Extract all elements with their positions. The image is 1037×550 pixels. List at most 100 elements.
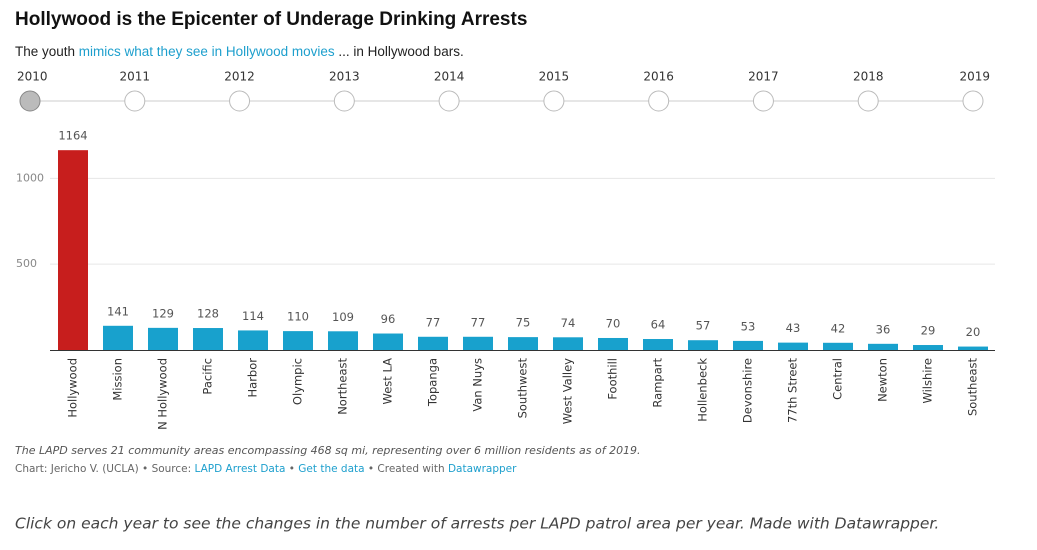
x-tick-label: Wilshire [921, 358, 935, 404]
bar [148, 327, 178, 350]
year-option[interactable] [648, 90, 670, 112]
y-tick-label: 1000 [16, 171, 44, 184]
value-label: 114 [242, 309, 264, 323]
link[interactable]: Datawrapper [448, 463, 517, 475]
x-tick-label: Southeast [966, 358, 980, 417]
value-label: 53 [741, 319, 756, 333]
value-label: 110 [287, 310, 309, 324]
value-label: 20 [966, 325, 981, 339]
x-tick-label: Van Nuys [471, 358, 485, 412]
bar [283, 331, 313, 350]
year-label[interactable]: 2011 [120, 70, 151, 84]
year-label[interactable]: 2012 [224, 70, 255, 84]
year-option[interactable] [124, 90, 146, 112]
text-segment: Chart: Jericho V. (UCLA) • Source: [15, 463, 195, 475]
x-tick-label: Hollywood [66, 358, 80, 418]
text-segment: • [285, 463, 298, 475]
bar [823, 342, 853, 350]
bar [193, 328, 223, 350]
year-option[interactable] [333, 90, 355, 112]
bar [868, 343, 898, 350]
value-label: 96 [381, 312, 396, 326]
year-label[interactable]: 2017 [748, 70, 779, 84]
x-tick-label: Harbor [246, 358, 260, 398]
value-label: 77 [471, 315, 486, 329]
x-tick-label: Hollenbeck [696, 358, 710, 422]
year-label[interactable]: 2015 [539, 70, 570, 84]
year-label[interactable]: 2018 [853, 70, 884, 84]
bar [643, 339, 673, 350]
year-label[interactable]: 2019 [959, 70, 990, 84]
value-label: 141 [107, 304, 129, 318]
x-tick-label: Rampart [651, 358, 665, 408]
x-tick-label: West Valley [561, 358, 575, 424]
bar [238, 330, 268, 350]
x-tick-label: N Hollywood [156, 358, 170, 430]
value-label: 70 [606, 316, 621, 330]
year-label[interactable]: 2014 [434, 70, 465, 84]
year-option[interactable] [229, 90, 251, 112]
bar [688, 340, 718, 350]
year-label[interactable]: 2013 [329, 70, 360, 84]
subtitle: The youth mimics what they see in Hollyw… [15, 44, 464, 59]
notes: The LAPD serves 21 community areas encom… [15, 444, 641, 457]
value-label: 109 [332, 310, 354, 324]
bar [553, 337, 583, 350]
bar [58, 150, 88, 350]
x-tick-label: Olympic [291, 358, 305, 405]
value-label: 74 [561, 316, 576, 330]
bar [463, 336, 493, 350]
value-label: 75 [516, 316, 531, 330]
link[interactable]: LAPD Arrest Data [195, 463, 286, 475]
x-tick-label: 77th Street [786, 358, 800, 424]
credit: Chart: Jericho V. (UCLA) • Source: LAPD … [15, 463, 517, 475]
x-tick-label: Devonshire [741, 358, 755, 423]
text-segment: ... in Hollywood bars. [335, 44, 464, 59]
value-label: 43 [786, 321, 801, 335]
x-tick-label: Pacific [201, 358, 215, 395]
link[interactable]: Get the data [298, 463, 364, 475]
link[interactable]: mimics what they see in Hollywood movies [79, 44, 335, 59]
text-segment: The youth [15, 44, 79, 59]
value-label: 29 [921, 324, 936, 338]
value-label: 129 [152, 306, 174, 320]
year-option[interactable] [438, 90, 460, 112]
x-tick-label: Foothill [606, 358, 620, 400]
x-tick-label: Mission [111, 358, 125, 401]
value-label: 42 [831, 321, 846, 335]
value-label: 77 [426, 315, 441, 329]
bar [913, 345, 943, 350]
x-tick-label: Northeast [336, 358, 350, 415]
x-tick-label: Southwest [516, 358, 530, 419]
year-option[interactable] [752, 90, 774, 112]
year-option[interactable] [962, 90, 984, 112]
bar [958, 346, 988, 350]
x-tick-label: Central [831, 358, 845, 400]
bar [328, 331, 358, 350]
bar [778, 342, 808, 350]
bar [508, 337, 538, 350]
value-label: 64 [651, 318, 666, 332]
bar [598, 337, 628, 350]
value-label: 128 [197, 307, 219, 321]
year-option[interactable] [857, 90, 879, 112]
x-tick-label: Topanga [426, 358, 440, 407]
bar [418, 336, 448, 350]
bar [733, 340, 763, 350]
x-tick-label: Newton [876, 358, 890, 402]
value-label: 36 [876, 322, 891, 336]
value-label: 1164 [58, 129, 87, 143]
year-option[interactable] [543, 90, 565, 112]
year-label[interactable]: 2010 [17, 70, 48, 84]
bar [103, 325, 133, 350]
year-option[interactable] [19, 90, 41, 112]
y-tick-label: 500 [16, 257, 37, 270]
text-segment: • Created with [365, 463, 448, 475]
chart-title: Hollywood is the Epicenter of Underage D… [15, 9, 527, 30]
year-label[interactable]: 2016 [643, 70, 674, 84]
caption: Click on each year to see the changes in… [15, 515, 939, 533]
value-label: 57 [696, 319, 711, 333]
x-tick-label: West LA [381, 358, 395, 405]
bar [373, 333, 403, 350]
